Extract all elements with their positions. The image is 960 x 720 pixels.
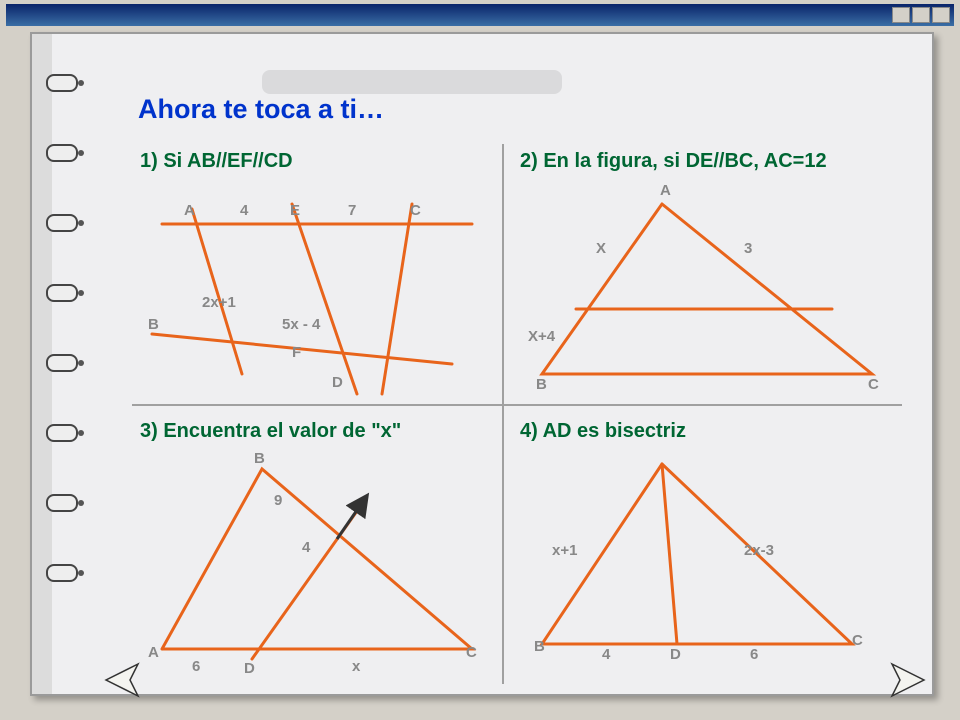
- spiral-ring: [46, 284, 78, 302]
- spiral-hole: [78, 150, 84, 156]
- slide-area: Ahora te toca a ti… 1) Si AB//EF//CD A 4…: [132, 94, 932, 714]
- problem-3: 3) Encuentra el valor de "x" B 9 4 A 6 D…: [132, 414, 502, 674]
- label-seg-BD: 4: [602, 646, 610, 663]
- problem-4: 4) AD es bisectriz x+1 2x-3 B 4 D 6 C: [512, 414, 902, 674]
- label-D: D: [670, 646, 681, 663]
- spiral-ring: [46, 564, 78, 582]
- label-B: B: [148, 316, 159, 333]
- label-B: B: [536, 376, 547, 393]
- label-C: C: [868, 376, 879, 393]
- spiral-hole: [78, 570, 84, 576]
- label-seg-AC: 2x-3: [744, 542, 774, 559]
- spiral-hole: [78, 360, 84, 366]
- label-seg-AE: 3: [744, 240, 752, 257]
- notebook-page: Ahora te toca a ti… 1) Si AB//EF//CD A 4…: [30, 32, 934, 696]
- close-button[interactable]: [932, 7, 950, 23]
- label-seg-AD: X: [596, 240, 606, 257]
- background-smear: [262, 70, 562, 94]
- label-seg-BF: 2x+1: [202, 294, 236, 311]
- label-E: E: [290, 202, 300, 219]
- spiral-hole: [78, 80, 84, 86]
- problem-1: 1) Si AB//EF//CD A 4 E 7 C B 2x+1 5x - 4…: [132, 144, 502, 404]
- label-C: C: [852, 632, 863, 649]
- problem-1-figure: [132, 144, 502, 404]
- label-seg-AD: 6: [192, 658, 200, 675]
- label-C: C: [410, 202, 421, 219]
- spiral-ring: [46, 494, 78, 512]
- spiral-ring: [46, 424, 78, 442]
- spiral-ring: [46, 214, 78, 232]
- label-seg-BD: 9: [274, 492, 282, 509]
- label-seg-DB: X+4: [528, 328, 555, 345]
- label-seg-AB: x+1: [552, 542, 577, 559]
- label-seg-DC: x: [352, 658, 360, 675]
- spiral-ring: [46, 144, 78, 162]
- label-C: C: [466, 644, 477, 661]
- spiral-hole: [78, 430, 84, 436]
- slide-title: Ahora te toca a ti…: [138, 94, 384, 125]
- label-seg-AE: 4: [240, 202, 248, 219]
- problem-3-figure: [132, 414, 502, 674]
- label-B: B: [254, 450, 265, 467]
- spiral-hole: [78, 290, 84, 296]
- spiral-hole: [78, 220, 84, 226]
- grid-vertical: [502, 144, 504, 684]
- spiral-ring: [46, 354, 78, 372]
- label-B: B: [534, 638, 545, 655]
- maximize-button[interactable]: [912, 7, 930, 23]
- label-seg-DC: 6: [750, 646, 758, 663]
- next-slide-button[interactable]: [880, 660, 934, 700]
- label-D: D: [244, 660, 255, 677]
- label-F: F: [292, 344, 301, 361]
- problem-2-figure: [512, 144, 902, 404]
- minimize-button[interactable]: [892, 7, 910, 23]
- spiral-hole: [78, 500, 84, 506]
- label-seg-FD: 5x - 4: [282, 316, 320, 333]
- label-seg-inner: 4: [302, 539, 310, 556]
- window-titlebar: [6, 4, 954, 26]
- label-A: A: [148, 644, 159, 661]
- grid-horizontal: [132, 404, 902, 406]
- label-seg-EC: 7: [348, 202, 356, 219]
- spiral-ring: [46, 74, 78, 92]
- label-A: A: [184, 202, 195, 219]
- prev-slide-button[interactable]: [96, 660, 150, 700]
- label-D: D: [332, 374, 343, 391]
- label-A: A: [660, 182, 671, 199]
- problem-2: 2) En la figura, si DE//BC, AC=12 A X 3 …: [512, 144, 902, 404]
